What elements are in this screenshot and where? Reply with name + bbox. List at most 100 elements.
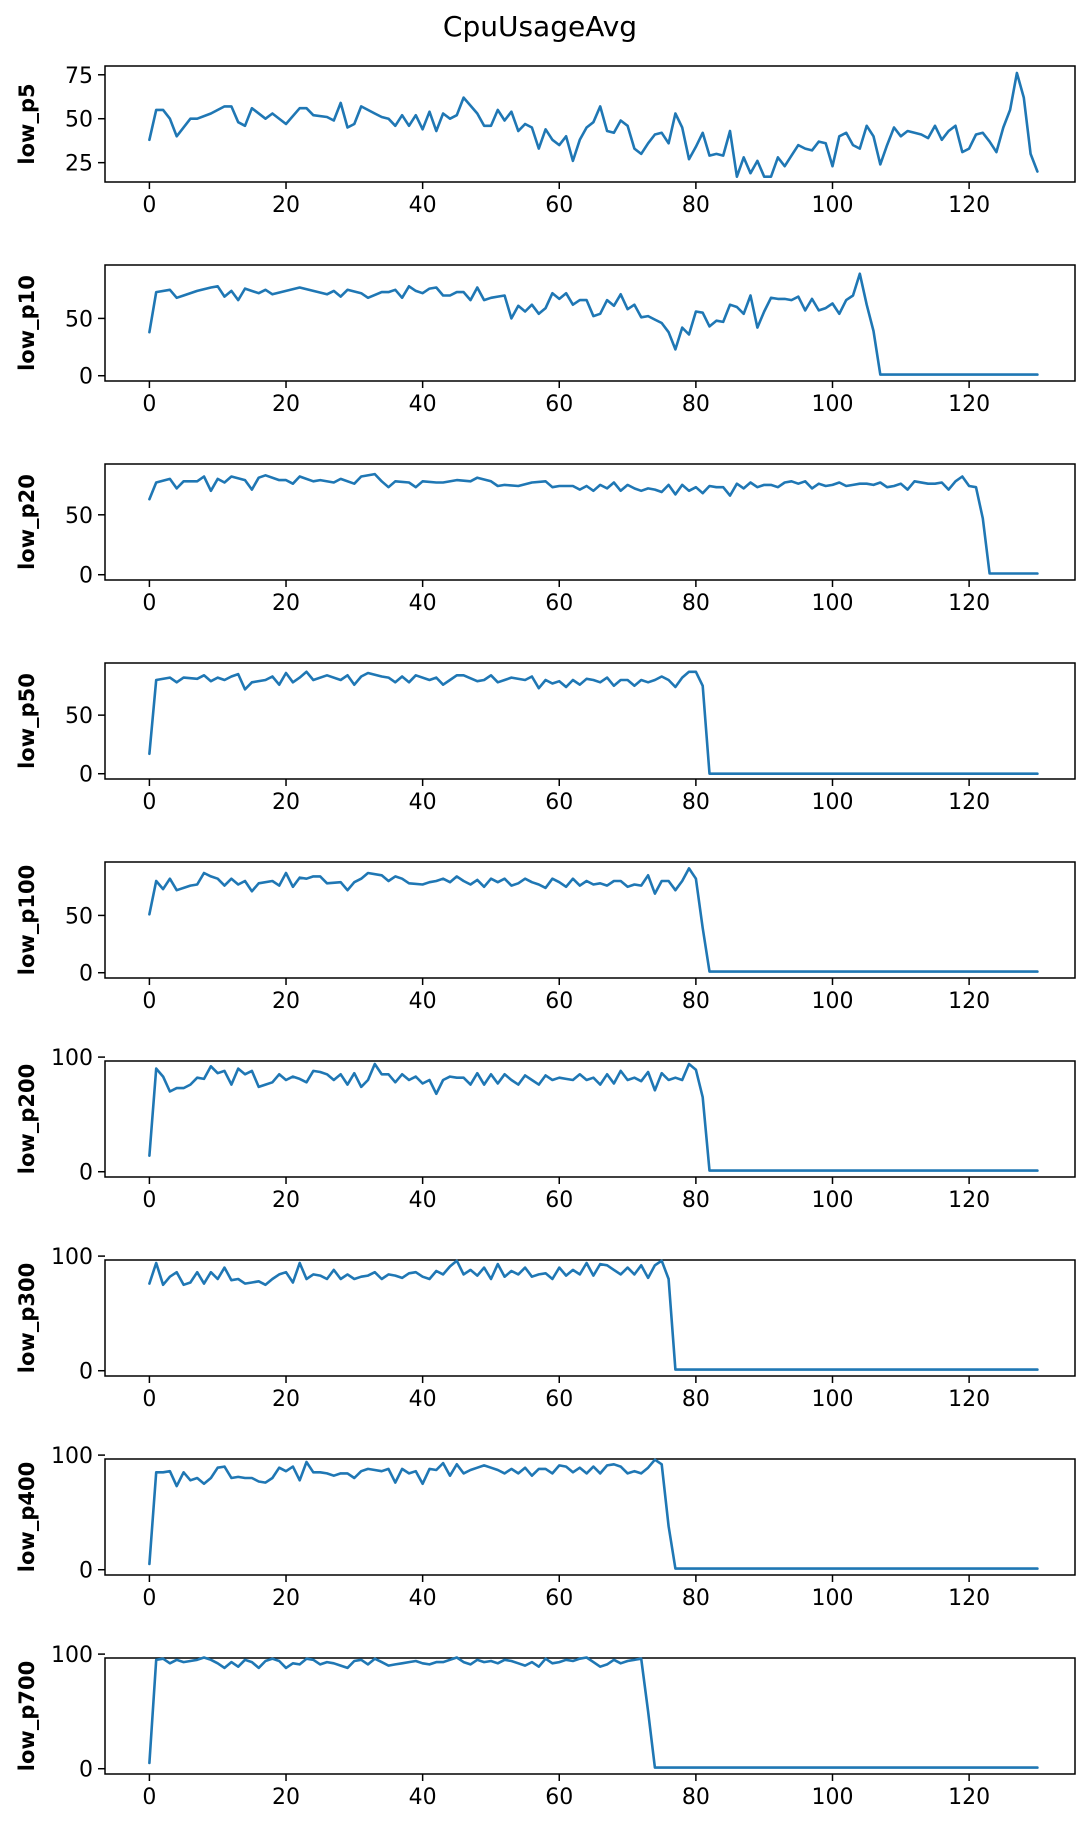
axes-frame <box>104 662 1076 780</box>
x-tick-label: 40 <box>409 1586 437 1611</box>
x-tick-label: 40 <box>409 1387 437 1412</box>
x-tick-label: 80 <box>682 1387 710 1412</box>
x-tick-label: 60 <box>545 1586 573 1611</box>
y-axis-label: low_p5 <box>15 83 39 164</box>
x-tick-label: 80 <box>682 1586 710 1611</box>
x-tick-label: 100 <box>812 591 854 616</box>
series-line-low_p50 <box>148 670 1039 776</box>
y-tick-label: 100 <box>51 1643 93 1668</box>
x-tick-label: 40 <box>409 1188 437 1213</box>
y-tick-label: 50 <box>65 504 93 529</box>
x-tick-label: 100 <box>812 1586 854 1611</box>
y-tick-label: 0 <box>79 1559 93 1584</box>
subplot-low_p400: 0 20 40 60 80 100 120 0 100 low_p400 <box>15 1444 1076 1611</box>
x-tick-label: 0 <box>142 1785 156 1810</box>
y-axis-label: low_p200 <box>15 1064 39 1174</box>
series-line-low_p10 <box>148 272 1039 376</box>
x-tick-label: 60 <box>545 989 573 1014</box>
y-tick-label: 100 <box>51 1046 93 1071</box>
y-axis-label: low_p300 <box>15 1263 39 1373</box>
subplot-low_p300: 0 20 40 60 80 100 120 0 100 low_p300 <box>15 1245 1076 1412</box>
series-line-low_p100 <box>148 867 1039 973</box>
x-tick-label: 20 <box>272 790 300 815</box>
y-tick-label: 0 <box>79 763 93 788</box>
y-tick-label: 0 <box>79 365 93 390</box>
x-tick-label: 0 <box>142 1586 156 1611</box>
x-tick-label: 120 <box>948 790 990 815</box>
x-tick-label: 100 <box>812 989 854 1014</box>
x-tick-label: 80 <box>682 392 710 417</box>
axes-frame <box>104 1657 1076 1775</box>
x-tick-label: 20 <box>272 1785 300 1810</box>
y-tick-label: 50 <box>65 904 93 929</box>
x-tick-label: 20 <box>272 193 300 218</box>
x-tick-label: 80 <box>682 1785 710 1810</box>
x-tick-label: 20 <box>272 1387 300 1412</box>
x-tick-label: 60 <box>545 1188 573 1213</box>
y-tick-label: 100 <box>51 1444 93 1469</box>
y-axis-label: low_p700 <box>15 1661 39 1771</box>
axes-frame <box>104 861 1076 979</box>
x-tick-label: 100 <box>812 392 854 417</box>
x-tick-label: 40 <box>409 193 437 218</box>
x-tick-label: 20 <box>272 1586 300 1611</box>
x-tick-label: 20 <box>272 1188 300 1213</box>
y-tick-label: 25 <box>65 152 93 177</box>
y-tick-label: 50 <box>65 108 93 133</box>
series-line-low_p700 <box>148 1656 1039 1769</box>
y-tick-label: 0 <box>79 564 93 589</box>
y-axis-label: low_p10 <box>15 275 39 371</box>
subplot-low_p700: 0 20 40 60 80 100 120 0 100 low_p700 <box>15 1643 1076 1810</box>
x-tick-label: 60 <box>545 392 573 417</box>
y-axis-label: low_p20 <box>15 474 39 570</box>
x-tick-label: 20 <box>272 591 300 616</box>
y-tick-label: 50 <box>65 704 93 729</box>
x-tick-label: 0 <box>142 790 156 815</box>
x-tick-label: 100 <box>812 1785 854 1810</box>
x-tick-label: 120 <box>948 1586 990 1611</box>
x-tick-label: 120 <box>948 591 990 616</box>
x-tick-label: 60 <box>545 591 573 616</box>
x-tick-label: 0 <box>142 1188 156 1213</box>
y-tick-label: 0 <box>79 1161 93 1186</box>
x-tick-label: 0 <box>142 1387 156 1412</box>
subplot-low_p200: 0 20 40 60 80 100 120 0 100 low_p200 <box>15 1046 1076 1213</box>
x-tick-label: 60 <box>545 790 573 815</box>
y-tick-label: 100 <box>51 1245 93 1270</box>
axes-frame <box>104 1060 1076 1178</box>
axes-frame <box>104 1458 1076 1576</box>
y-tick-label: 0 <box>79 1758 93 1783</box>
axes-frame <box>104 264 1076 382</box>
x-tick-label: 80 <box>682 193 710 218</box>
x-tick-label: 20 <box>272 989 300 1014</box>
x-tick-label: 80 <box>682 790 710 815</box>
x-tick-label: 0 <box>142 591 156 616</box>
subplot-low_p50: 0 20 40 60 80 100 120 0 50 low_p50 <box>15 662 1076 815</box>
series-line-low_p400 <box>148 1458 1039 1570</box>
subplot-low_p5: 0 20 40 60 80 100 120 25 50 75 low_p5 <box>15 64 1076 218</box>
x-tick-label: 40 <box>409 790 437 815</box>
x-tick-label: 120 <box>948 1188 990 1213</box>
x-tick-label: 120 <box>948 989 990 1014</box>
subplot-low_p10: 0 20 40 60 80 100 120 0 50 low_p10 <box>15 264 1076 417</box>
x-tick-label: 40 <box>409 392 437 417</box>
subplot-low_p20: 0 20 40 60 80 100 120 0 50 low_p20 <box>15 463 1076 616</box>
series-line-low_p20 <box>148 472 1039 575</box>
x-tick-label: 80 <box>682 989 710 1014</box>
x-tick-label: 120 <box>948 1387 990 1412</box>
x-tick-label: 20 <box>272 392 300 417</box>
x-tick-label: 80 <box>682 1188 710 1213</box>
x-tick-label: 0 <box>142 193 156 218</box>
y-tick-label: 50 <box>65 307 93 332</box>
y-axis-label: low_p50 <box>15 673 39 769</box>
chart-title: CpuUsageAvg <box>443 10 637 43</box>
series-line-low_p200 <box>148 1062 1039 1172</box>
x-tick-label: 0 <box>142 989 156 1014</box>
x-tick-label: 120 <box>948 1785 990 1810</box>
x-tick-label: 40 <box>409 989 437 1014</box>
x-tick-label: 120 <box>948 392 990 417</box>
y-tick-label: 0 <box>79 1360 93 1385</box>
x-tick-label: 120 <box>948 193 990 218</box>
